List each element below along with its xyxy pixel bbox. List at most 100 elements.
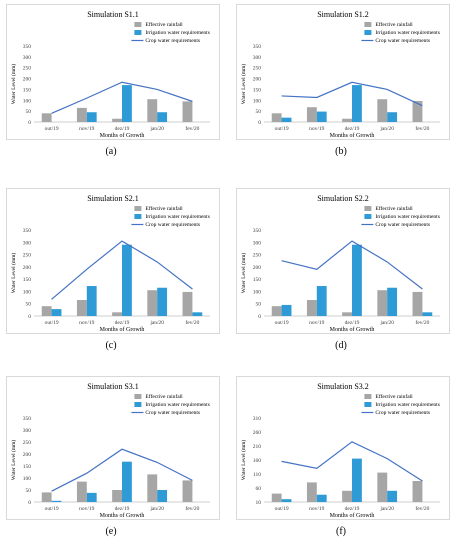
y-tick-label: 300 [23,55,32,61]
line-crop-water-requirements [51,81,193,114]
y-tick-label: 210 [253,444,262,450]
x-axis-label: Months of Growth [330,132,375,139]
y-tick-label: 160 [253,458,262,464]
legend-swatch-irrigation [364,214,372,219]
x-tick-label: nov/19 [309,320,325,326]
bar-irrigation-water-requirements [157,490,168,502]
bar-irrigation-water-requirements [422,312,433,316]
legend-label-crop: Crop water requirements [145,410,200,416]
caption-d: (d) [335,340,347,351]
line-crop-water-requirements [281,81,423,107]
bar-effective-rainfall [377,290,388,316]
bar-irrigation-water-requirements [86,286,97,316]
y-axis-label: Water Level (mm) [240,440,247,481]
x-tick-label: dez/19 [345,126,360,132]
legend-swatch-irrigation [134,214,142,219]
chart-svg: Simulation S2.2 Effective rainfall Irrigat… [240,194,440,333]
y-tick-label: 250 [23,253,32,259]
caption-c: (c) [105,340,117,351]
y-tick-label: 100 [23,476,32,482]
bar-effective-rainfall [182,480,193,502]
bar-effective-rainfall [412,481,423,502]
y-tick-label: 50 [26,488,32,494]
y-tick-label: 50 [26,109,32,115]
caption-a: (a) [105,146,117,157]
x-tick-label: dez/19 [115,126,130,132]
legend-label-rainfall: Effective rainfall [145,205,183,212]
y-tick-label: 250 [253,66,262,72]
chart-title: Simulation S3.2 [317,382,369,391]
chart-svg: Simulation S2.1 Effective rainfall Irrigat… [10,194,210,333]
bar-irrigation-water-requirements [316,286,327,316]
y-tick-label: 150 [253,277,262,283]
y-tick-label: 0 [258,314,261,320]
y-axis-label: Water Level (mm) [240,253,247,294]
bar-irrigation-water-requirements [122,85,132,122]
chart-title: Simulation S1.2 [317,10,369,19]
legend-label-rainfall: Effective rainfall [145,21,183,28]
panel-simulation-s2-2: Simulation S2.2 Effective rainfall Irrigat… [236,188,450,334]
y-tick-label: 150 [253,87,262,93]
bar-irrigation-water-requirements [157,112,168,122]
chart-frame [236,376,450,520]
y-tick-label: 110 [253,472,261,478]
x-tick-label: out/19 [45,506,59,512]
caption-e: (e) [105,526,117,537]
panel-simulation-s3-1: Simulation S3.1 Effective rainfall Irrigat… [6,376,220,520]
y-tick-label: 260 [253,430,262,436]
bar-effective-rainfall [76,107,87,122]
y-tick-label: 50 [256,109,262,115]
chart-svg: Simulation S3.2 Effective rainfall Irrigat… [240,382,440,519]
bar-effective-rainfall [112,490,122,502]
legend-swatch-rainfall [364,394,372,399]
y-tick-label: 100 [23,98,32,104]
x-tick-label: fev/20 [185,125,199,132]
y-tick-label: 100 [253,289,262,295]
y-tick-label: 350 [253,228,262,234]
y-tick-label: 300 [253,55,262,61]
legend-swatch-irrigation [134,402,142,407]
y-axis-label: Water Level (mm) [10,253,17,294]
bar-effective-rainfall [306,482,317,502]
x-tick-label: out/19 [275,320,289,326]
legend-label-crop: Crop water requirements [375,38,430,44]
bar-irrigation-water-requirements [352,244,362,316]
bar-effective-rainfall [306,300,317,316]
y-tick-label: 350 [23,44,32,50]
chart-svg: Simulation S3.1 Effective rainfall Irrigat… [10,382,210,519]
bar-effective-rainfall [147,474,158,502]
legend-label-crop: Crop water requirements [375,222,430,228]
bar-effective-rainfall [41,492,52,502]
x-tick-label: dez/19 [115,320,130,326]
bar-effective-rainfall [377,99,388,122]
x-tick-label: nov/19 [79,320,95,326]
bar-irrigation-water-requirements [51,309,62,316]
y-tick-label: 10 [256,500,262,506]
y-axis-label: Water Level (mm) [10,64,17,105]
y-tick-label: 0 [258,120,261,126]
bar-irrigation-water-requirements [281,499,292,502]
legend-swatch-irrigation [134,30,142,35]
bar-effective-rainfall [377,472,388,502]
bar-effective-rainfall [76,481,87,502]
x-tick-label: dez/19 [345,320,360,326]
legend-swatch-rainfall [364,206,372,211]
y-tick-label: 310 [253,416,262,422]
x-tick-label: jan/20 [379,126,394,132]
bar-irrigation-water-requirements [387,112,398,122]
line-crop-water-requirements [51,240,193,300]
bar-irrigation-water-requirements [316,111,327,122]
x-tick-label: nov/19 [309,506,325,512]
bar-irrigation-water-requirements [122,461,132,502]
x-tick-label: jan/20 [149,506,164,512]
bar-irrigation-water-requirements [281,304,292,316]
panel-simulation-s1-2: Simulation S1.2 Effective rainfall Irrigat… [236,4,450,140]
bar-effective-rainfall [41,113,52,122]
y-tick-label: 50 [26,302,32,308]
bar-irrigation-water-requirements [157,287,168,316]
chart-title: Simulation S2.1 [87,194,139,203]
panel-simulation-s2-1: Simulation S2.1 Effective rainfall Irrigat… [6,188,220,334]
chart-frame [6,188,220,334]
x-tick-label: fev/20 [415,125,429,132]
bar-irrigation-water-requirements [51,500,62,502]
